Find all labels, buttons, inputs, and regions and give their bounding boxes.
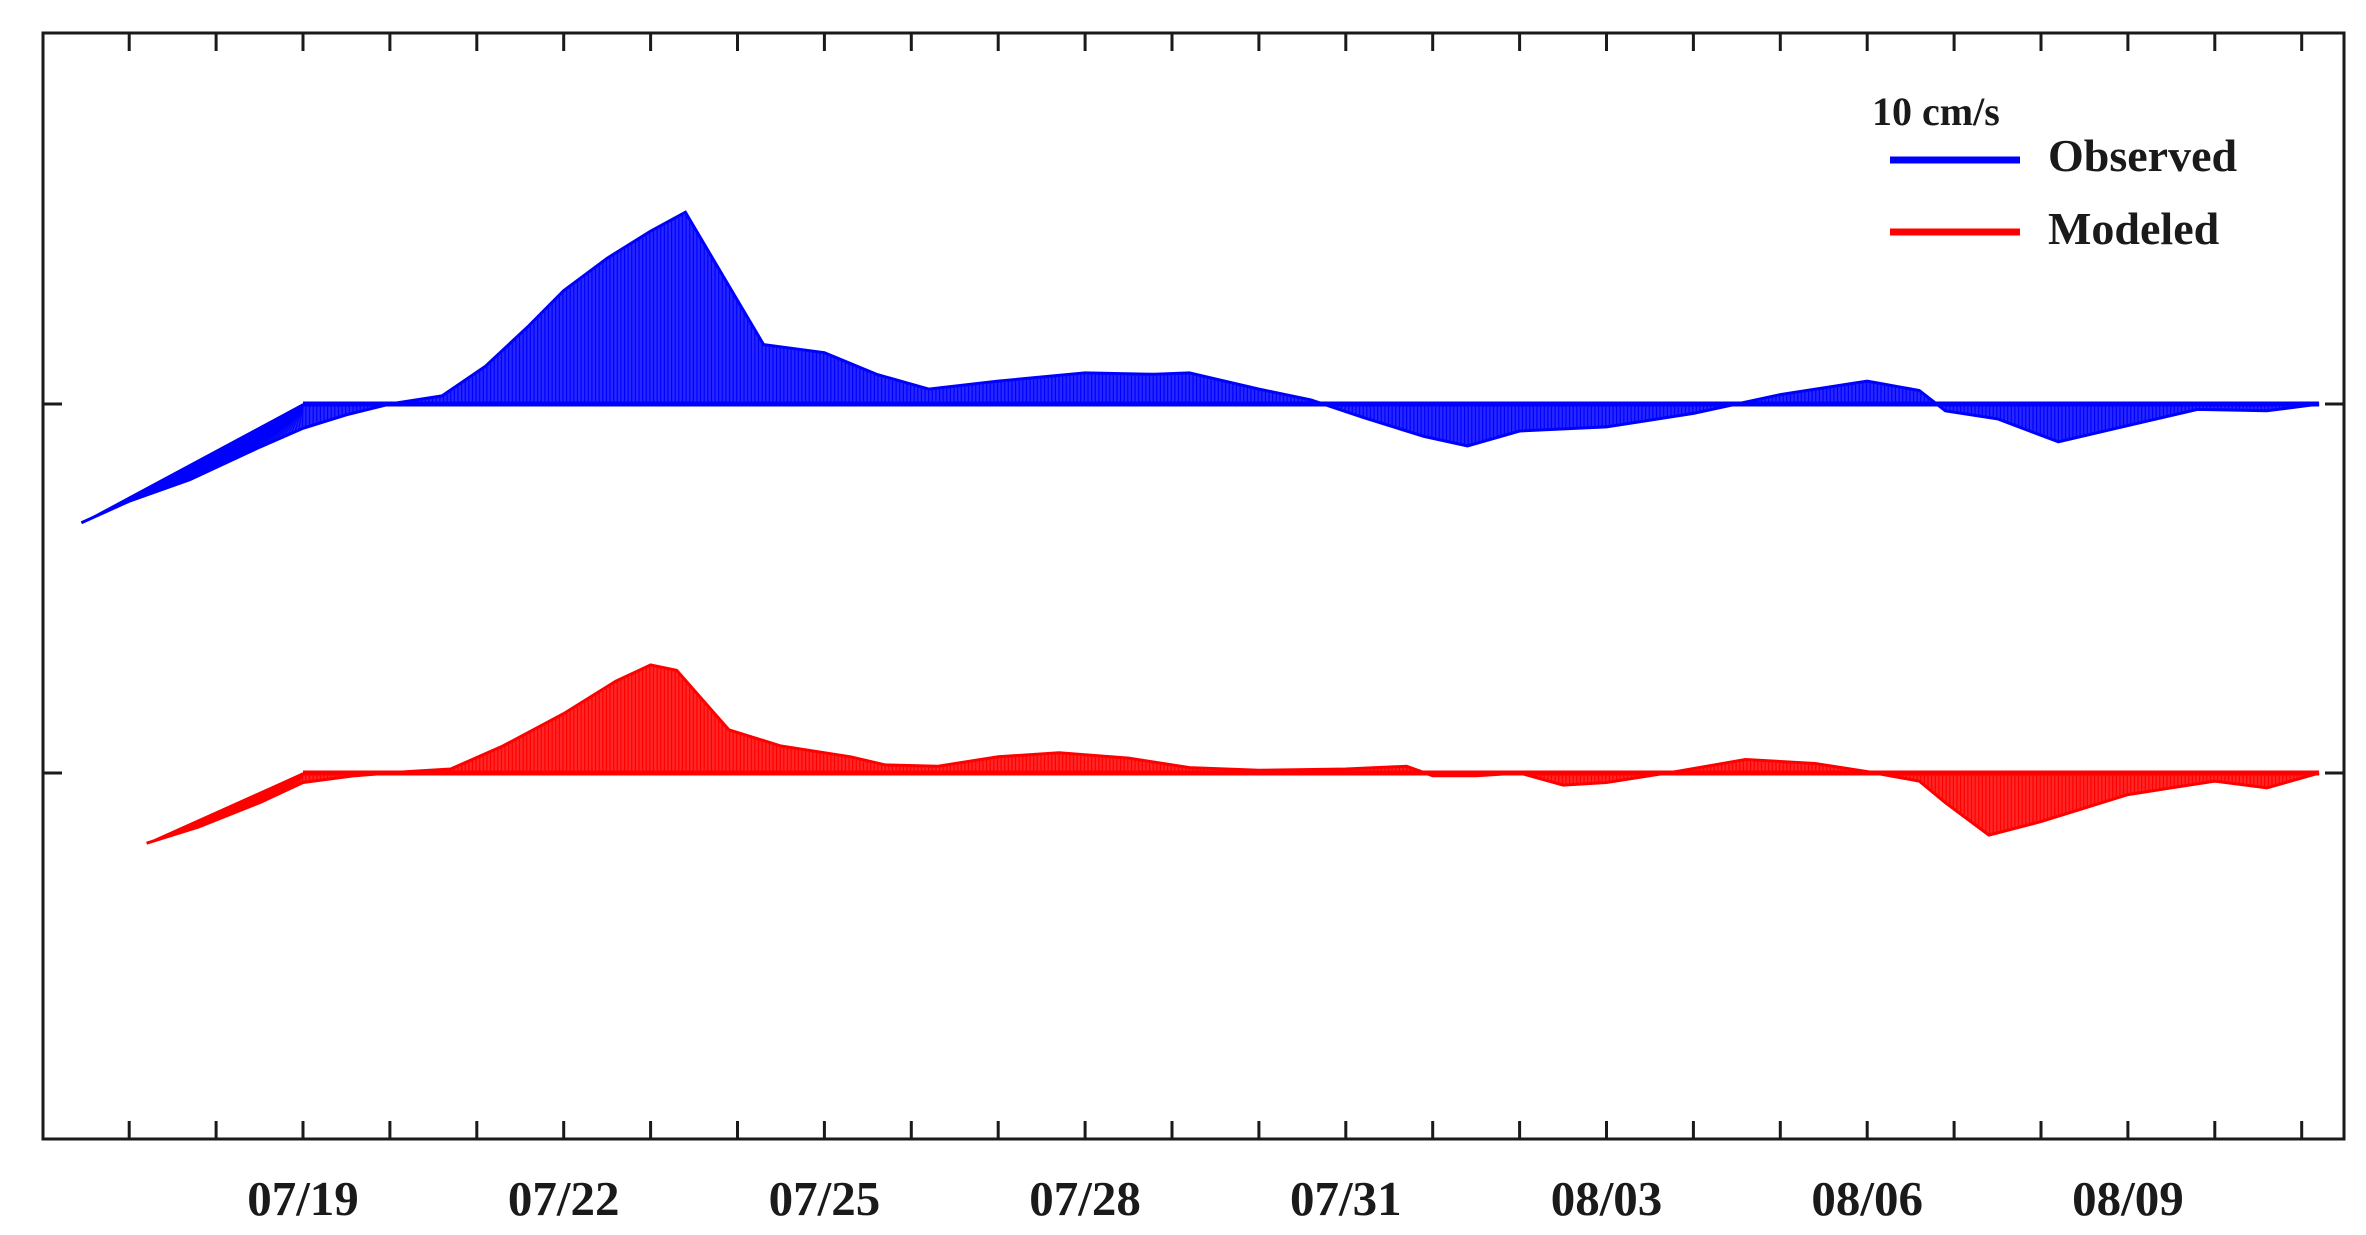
scale-label: 10 cm/s xyxy=(1872,89,2000,134)
x-tick-label: 07/25 xyxy=(769,1171,881,1226)
legend: 10 cm/s Observed Modeled xyxy=(1872,89,2238,254)
x-tick-label: 07/19 xyxy=(247,1171,359,1226)
x-tick-label: 08/06 xyxy=(1811,1171,1923,1226)
x-tick-label: 08/09 xyxy=(2072,1171,2184,1226)
x-tick-label: 07/31 xyxy=(1290,1171,1402,1226)
stick-tip-curve xyxy=(80,210,2320,525)
stick-tip-curve xyxy=(146,663,2320,845)
x-tick-labels: 07/19 07/22 07/25 07/28 07/31 08/03 08/06 08/09 xyxy=(247,1171,2184,1226)
series-modeled xyxy=(146,663,2320,845)
legend-label-modeled: Modeled xyxy=(2048,203,2220,254)
x-tick-label: 08/03 xyxy=(1551,1171,1663,1226)
stick xyxy=(301,403,304,429)
x-minor-ticks xyxy=(127,33,2304,1139)
series-observed xyxy=(80,210,2320,525)
plot-frame xyxy=(41,31,2346,1141)
x-tick-label: 07/22 xyxy=(508,1171,620,1226)
x-tick-label: 07/28 xyxy=(1029,1171,1141,1226)
legend-label-observed: Observed xyxy=(2048,130,2238,181)
stick-envelope xyxy=(81,212,2320,523)
